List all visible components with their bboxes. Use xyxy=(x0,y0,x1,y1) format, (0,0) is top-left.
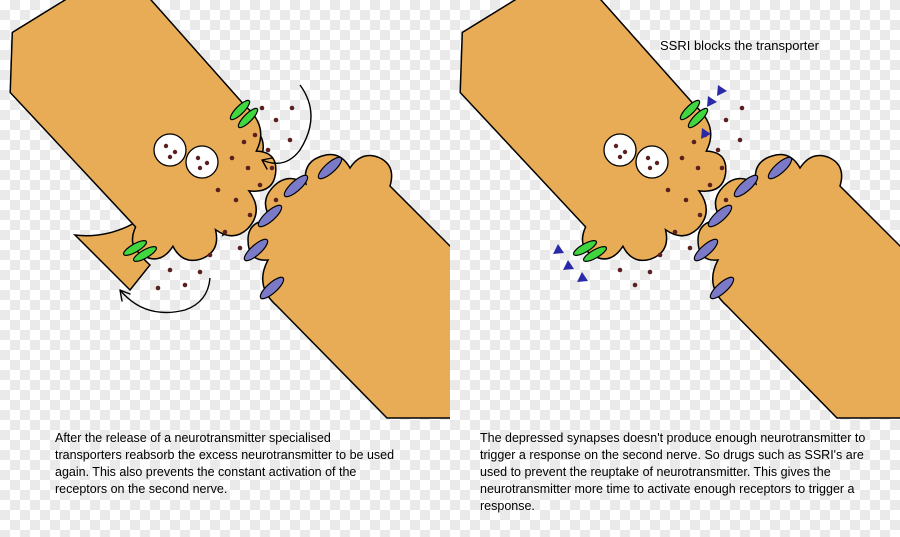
diagram-right xyxy=(450,0,900,420)
vesicle xyxy=(186,146,218,178)
postsynaptic-neuron xyxy=(692,154,900,418)
panel-ssri-synapse: SSRI blocks the transporter xyxy=(450,0,900,537)
caption-left: After the release of a neurotransmitter … xyxy=(55,430,395,498)
postsynaptic-neuron xyxy=(242,154,450,418)
caption-right: The depressed synapses doesn't produce e… xyxy=(480,430,890,514)
diagram-left xyxy=(0,0,450,420)
panel-normal-synapse: After the release of a neurotransmitter … xyxy=(0,0,450,537)
presynaptic-neuron xyxy=(455,0,732,264)
presyn-clean xyxy=(5,0,282,264)
vesicle xyxy=(154,134,186,166)
